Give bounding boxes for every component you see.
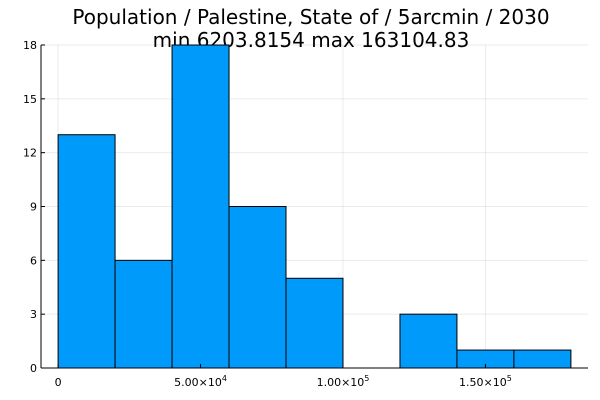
histogram-bars: [57, 44, 572, 369]
y-tick-label-4: 12: [23, 147, 37, 160]
histogram-bar-2: [171, 44, 230, 369]
histogram-bar-3: [228, 206, 287, 369]
y-tick-label-1: 3: [30, 308, 37, 321]
x-axis-ticks: 0 5.00×104 1.00×105 1.50×105: [55, 364, 512, 389]
x-tick-label-3: 1.50×105: [459, 374, 512, 389]
histogram-bar-4: [285, 277, 344, 369]
x-tick-label-2: 1.00×105: [317, 374, 370, 389]
y-tick-label-3: 9: [30, 201, 37, 214]
chart-title-line-1: Population / Palestine, State of / 5arcm…: [72, 5, 549, 29]
x-tick-label-1: 5.00×104: [174, 374, 227, 389]
x-tick-label-0: 0: [55, 376, 62, 389]
y-tick-label-5: 15: [23, 93, 37, 106]
histogram-bar-0: [57, 134, 116, 369]
y-tick-label-2: 6: [30, 254, 37, 267]
y-axis-ticks: 0 3 6 9 12 15 18: [23, 39, 45, 375]
y-tick-label-0: 0: [30, 362, 37, 375]
histogram-bar-6: [399, 313, 458, 369]
histogram-bar-1: [114, 259, 173, 369]
y-tick-label-6: 18: [23, 39, 37, 52]
histogram-bar-8: [513, 349, 572, 369]
